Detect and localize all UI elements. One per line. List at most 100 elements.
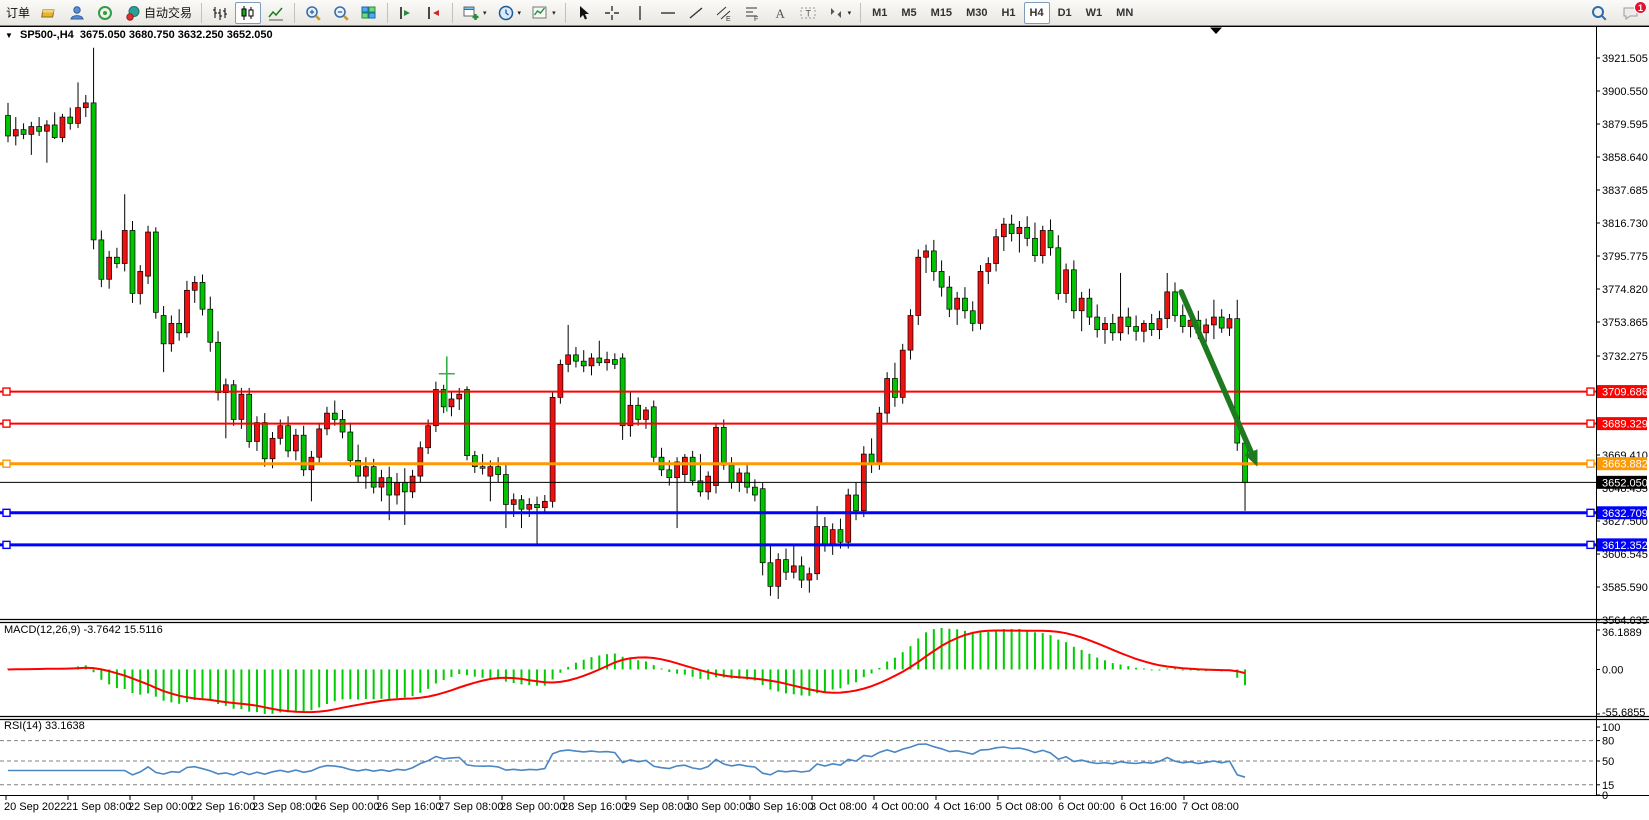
vertical-line-button[interactable] (627, 2, 653, 24)
chart-menu-icon[interactable]: ▼ (5, 31, 13, 40)
tf-mn-label: MN (1116, 6, 1134, 19)
zoom-out-button[interactable] (328, 2, 354, 24)
svg-text:3753.865: 3753.865 (1602, 317, 1648, 329)
autotrading-label: 自动交易 (144, 6, 193, 20)
svg-text:29 Sep 08:00: 29 Sep 08:00 (624, 801, 689, 813)
autotrading-button[interactable]: 自动交易 (120, 2, 196, 24)
text-button[interactable]: A (767, 2, 793, 24)
profile-button[interactable] (64, 2, 90, 24)
notification-badge: 1 (1634, 0, 1647, 14)
svg-text:3632.709: 3632.709 (1602, 508, 1648, 520)
cursor-button[interactable] (571, 2, 597, 24)
bar-chart-button[interactable] (207, 2, 233, 24)
tf-m30-button[interactable]: M30 (960, 2, 993, 24)
profile-icon (68, 4, 86, 22)
svg-text:3858.640: 3858.640 (1602, 152, 1648, 164)
channel-button[interactable]: E (711, 2, 737, 24)
arrows-button[interactable]: ▾ (823, 2, 856, 24)
gold-icon (40, 4, 58, 22)
horizontal-line-icon (659, 4, 677, 22)
svg-text:26 Sep 00:00: 26 Sep 00:00 (314, 801, 379, 813)
chevron-down-icon[interactable]: ▾ (483, 9, 487, 17)
tf-h1-button[interactable]: H1 (995, 2, 1021, 24)
svg-text:-55.6855: -55.6855 (1602, 707, 1645, 719)
bar-chart-icon (211, 4, 229, 22)
svg-text:3921.505: 3921.505 (1602, 53, 1648, 65)
horizontal-line-button[interactable] (655, 2, 681, 24)
svg-text:30 Sep 00:00: 30 Sep 00:00 (686, 801, 751, 813)
svg-text:30 Sep 16:00: 30 Sep 16:00 (748, 801, 813, 813)
svg-text:3795.775: 3795.775 (1602, 251, 1648, 263)
chevron-down-icon[interactable]: ▾ (847, 9, 852, 17)
templates-button[interactable]: ▾ (527, 2, 560, 24)
tf-h4-button[interactable]: H4 (1023, 1, 1050, 24)
line-chart-icon (267, 4, 285, 22)
chart-plot-area[interactable] (0, 26, 1596, 620)
gold-button[interactable] (36, 2, 62, 24)
signals-icon (96, 4, 114, 22)
tf-d1-button[interactable]: D1 (1052, 2, 1078, 24)
tf-m5-button[interactable]: M5 (895, 2, 922, 24)
svg-text:80: 80 (1602, 736, 1614, 748)
toolbar: 订单 自动交易 ▾ ▾ ▾ E F A T ▾ M1 M5 M15 M30 H1 H4 D1 W1 MN 1 (0, 0, 1649, 26)
signals-button[interactable] (92, 2, 118, 24)
cursor-icon (575, 4, 593, 22)
chevron-down-icon[interactable]: ▾ (517, 9, 522, 17)
chart-canvas[interactable]: 3921.505 3900.550 3879.595 3858.640 3837.685… (0, 26, 1649, 820)
svg-text:3732.275: 3732.275 (1602, 351, 1648, 363)
svg-text:3709.686: 3709.686 (1602, 387, 1648, 399)
tf-mn-button[interactable]: MN (1110, 2, 1139, 24)
end-of-data-marker (1210, 27, 1222, 34)
tf-w1-button[interactable]: W1 (1080, 2, 1109, 24)
toolbar-separator (564, 2, 566, 23)
crosshair-button[interactable] (599, 2, 625, 24)
svg-text:23 Sep 08:00: 23 Sep 08:00 (252, 801, 317, 813)
svg-text:36.1889: 36.1889 (1602, 627, 1642, 639)
trendline-icon (687, 4, 705, 22)
auto-scroll-button[interactable] (393, 2, 419, 24)
svg-text:28 Sep 00:00: 28 Sep 00:00 (500, 801, 565, 813)
svg-text:22 Sep 00:00: 22 Sep 00:00 (128, 801, 193, 813)
periods-button[interactable]: ▾ (493, 2, 526, 24)
fibonacci-icon: F (743, 4, 761, 22)
trendline-button[interactable] (683, 2, 709, 24)
new-order-button[interactable]: 订单 (2, 2, 34, 24)
tf-m1-button[interactable]: M1 (866, 2, 893, 24)
svg-text:0.00: 0.00 (1602, 664, 1623, 676)
label-button[interactable]: T (795, 2, 821, 24)
chart-shift-icon (425, 4, 443, 22)
toolbar-separator (201, 2, 203, 23)
svg-text:6 Oct 16:00: 6 Oct 16:00 (1120, 801, 1177, 813)
label-icon: T (799, 4, 817, 22)
chart-symbol-period: SP500-,H4 (19, 29, 74, 41)
svg-text:E: E (726, 16, 731, 22)
trend-arrow (1178, 289, 1254, 455)
annotations[interactable] (438, 27, 1258, 467)
chat-button[interactable]: 1 (1618, 0, 1647, 24)
tf-m15-button[interactable]: M15 (925, 2, 958, 24)
horizontal-price-lines[interactable] (0, 387, 1596, 550)
search-button[interactable] (1586, 2, 1612, 24)
svg-text:6 Oct 00:00: 6 Oct 00:00 (1058, 801, 1115, 813)
templates-icon (531, 4, 549, 22)
tile-windows-button[interactable] (356, 2, 382, 24)
arrows-icon (827, 4, 845, 22)
auto-scroll-icon (397, 4, 415, 22)
candlestick-chart-button[interactable] (235, 1, 262, 24)
chevron-down-icon[interactable]: ▾ (552, 9, 556, 17)
chart-shift-button[interactable] (421, 2, 447, 24)
svg-text:5 Oct 08:00: 5 Oct 08:00 (996, 801, 1053, 813)
new-chart-button[interactable]: ▾ (458, 2, 491, 24)
svg-text:3879.595: 3879.595 (1602, 119, 1648, 131)
svg-text:3689.329: 3689.329 (1602, 419, 1648, 431)
zoom-in-button[interactable] (300, 2, 326, 24)
chart-ohlc-values: 3675.050 3680.750 3632.250 3652.050 (79, 29, 273, 41)
price-axis[interactable]: 3921.505 3900.550 3879.595 3858.640 3837.685… (1596, 53, 1648, 627)
line-chart-button[interactable] (263, 2, 289, 24)
chart-title: ▼ SP500-,H4 3675.050 3680.750 3632.250 3… (5, 29, 273, 41)
svg-text:3606.545: 3606.545 (1602, 549, 1648, 561)
fibonacci-button[interactable]: F (739, 2, 765, 24)
toolbar-separator (294, 2, 296, 23)
toolbar-separator (860, 2, 862, 23)
